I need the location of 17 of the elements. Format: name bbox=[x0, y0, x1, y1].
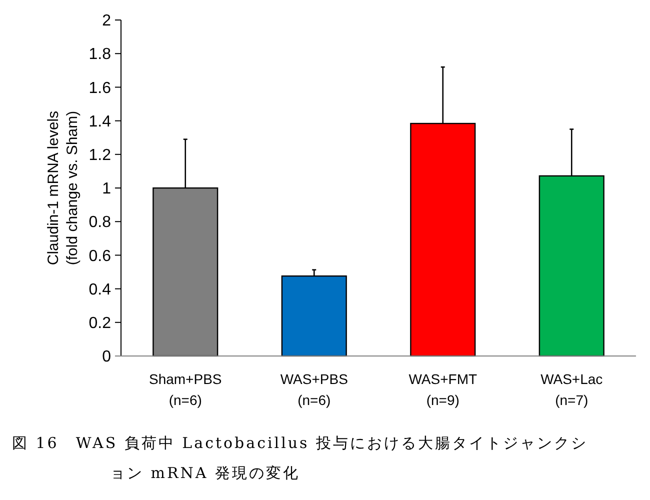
y-tick-label: 1 bbox=[102, 180, 112, 198]
x-tick-label: WAS+PBS (n=6) bbox=[280, 371, 348, 408]
y-axis-title: Claudin-1 mRNA levels (fold change vs. Sham) bbox=[45, 110, 81, 266]
y-tick-label: 1.2 bbox=[88, 147, 112, 164]
y-tick-label: 0.6 bbox=[88, 248, 112, 265]
y-tick-label: 0.4 bbox=[88, 281, 112, 298]
y-tick-label: 1.4 bbox=[88, 113, 112, 130]
y-tick-label: 0 bbox=[102, 348, 112, 366]
caption: 図 16 WAS 負荷中 Lactobacillus 投与における大腸タイトジャンクション mRNA 発現の変化 bbox=[12, 434, 588, 482]
y-tick-label: 1.6 bbox=[88, 80, 112, 97]
x-tick-label: WAS+Lac (n=7) bbox=[540, 371, 603, 408]
y-tick-label: 0.8 bbox=[88, 214, 112, 232]
x-tick-label: WAS+FMT (n=9) bbox=[408, 371, 478, 408]
y-tick-label: 1.8 bbox=[88, 46, 112, 64]
y-tick-label: 0.2 bbox=[88, 315, 112, 332]
y-tick-label: 2 bbox=[102, 12, 112, 30]
x-tick-label: Sham+PBS (n=6) bbox=[148, 371, 222, 408]
